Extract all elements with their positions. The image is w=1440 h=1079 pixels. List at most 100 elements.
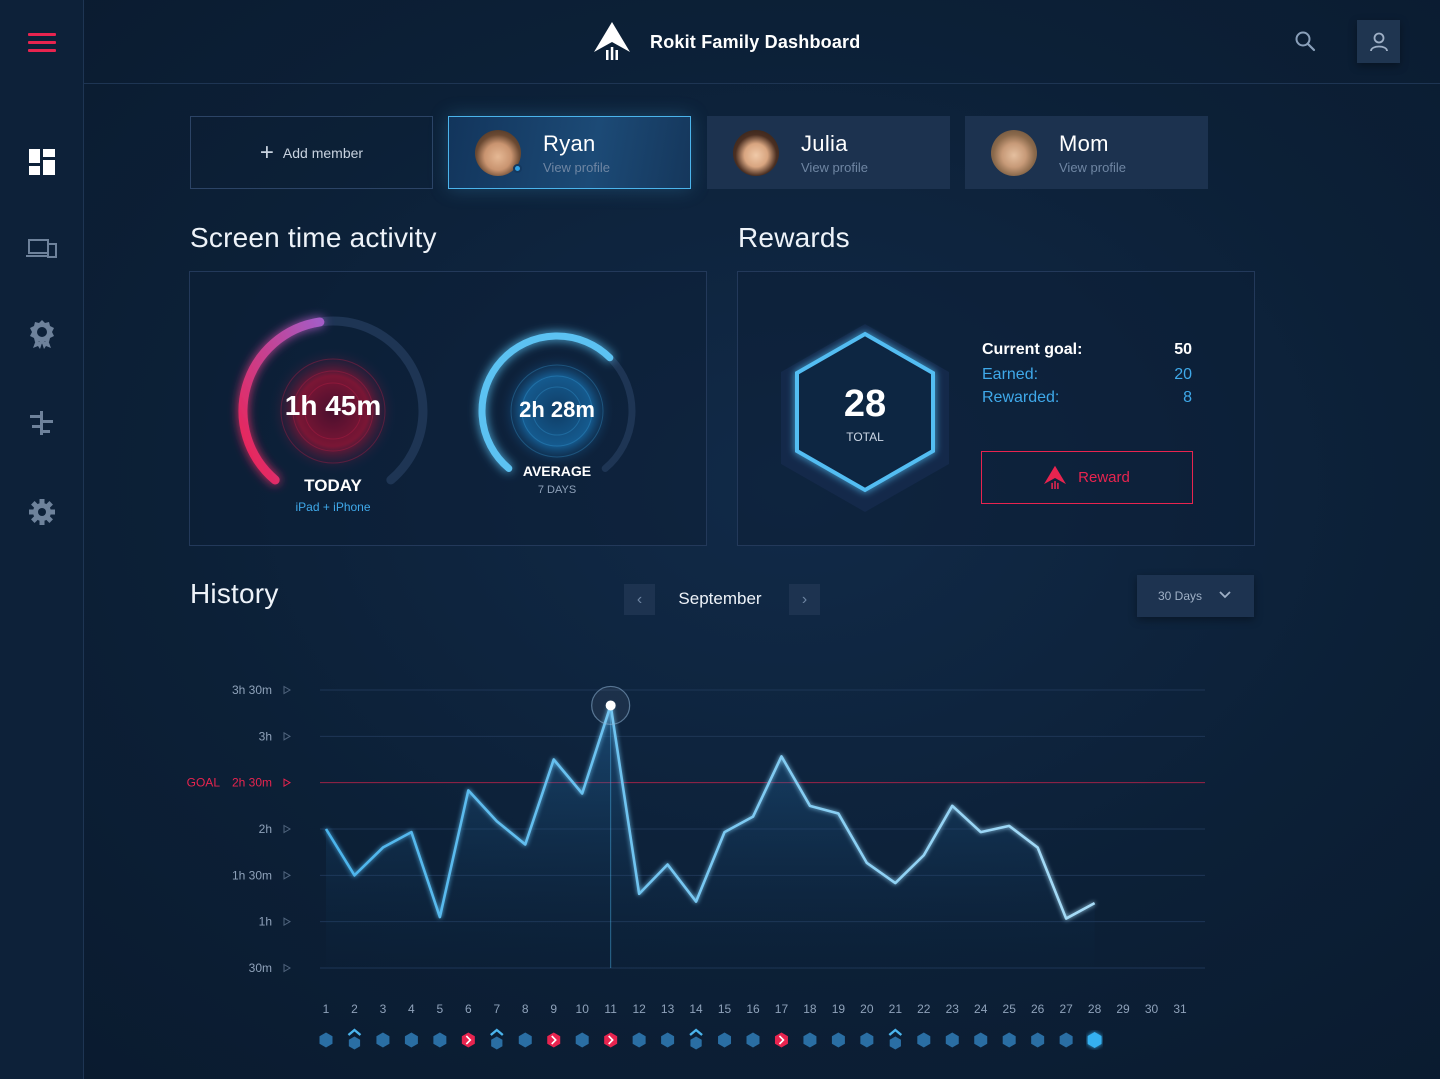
- earned-value: 20: [1174, 366, 1192, 383]
- history-area: [326, 705, 1095, 968]
- sidebar-item-rewards[interactable]: [24, 316, 60, 352]
- x-tick-label: 2: [351, 1002, 358, 1016]
- x-tick-label: 15: [718, 1002, 732, 1016]
- month-label: September: [678, 589, 762, 608]
- day-marker-hex[interactable]: [1059, 1032, 1073, 1048]
- reward-button[interactable]: Reward: [981, 451, 1193, 504]
- schedule-icon: [30, 411, 53, 435]
- rewarded-row: Rewarded: 8: [982, 389, 1192, 407]
- day-marker-today[interactable]: [1087, 1032, 1102, 1048]
- screen-time-gauges: [238, 316, 636, 485]
- average-gauge-arc: [478, 332, 614, 472]
- day-marker-hex[interactable]: [404, 1032, 418, 1048]
- view-profile-link[interactable]: View profile: [543, 159, 610, 175]
- x-tick-label: 13: [661, 1002, 675, 1016]
- day-marker-over-goal[interactable]: [547, 1032, 561, 1048]
- day-marker-hex[interactable]: [746, 1032, 760, 1048]
- highlight-point[interactable]: [605, 700, 616, 711]
- day-marker-hex[interactable]: [433, 1032, 447, 1048]
- sidebar-item-schedule[interactable]: [24, 405, 60, 441]
- warning-chevron-icon: [778, 1035, 785, 1045]
- day-marker-hex[interactable]: [945, 1032, 959, 1048]
- x-tick-label: 28: [1088, 1002, 1102, 1016]
- x-tick-label: 19: [832, 1002, 846, 1016]
- day-marker-hex[interactable]: [319, 1032, 333, 1048]
- member-card-mom[interactable]: Mom View profile: [965, 116, 1208, 189]
- x-tick-label: 4: [408, 1002, 415, 1016]
- x-tick-label: 3: [380, 1002, 387, 1016]
- warning-chevron-icon: [551, 1035, 557, 1045]
- y-tick-arrow: [283, 778, 291, 788]
- warning-chevron-icon: [465, 1035, 472, 1045]
- day-marker-reward[interactable]: [889, 1036, 901, 1050]
- member-card-ryan[interactable]: Ryan View profile: [448, 116, 691, 189]
- day-marker-hex[interactable]: [1002, 1032, 1016, 1048]
- y-tick-label: 3h: [259, 729, 272, 743]
- previous-month-button[interactable]: ‹: [624, 584, 655, 615]
- day-marker-hex[interactable]: [860, 1032, 874, 1048]
- x-tick-label: 18: [803, 1002, 817, 1016]
- chevron-right-icon: ›: [801, 590, 808, 608]
- rewards-title: Rewards: [738, 222, 850, 253]
- reward-button-label: Reward: [1078, 469, 1130, 486]
- day-marker-reward[interactable]: [348, 1036, 361, 1050]
- day-marker-hex[interactable]: [1031, 1032, 1045, 1048]
- y-tick-arrow: [283, 870, 291, 880]
- dashboard-icon: [29, 149, 55, 175]
- screen-time-title: Screen time activity: [190, 222, 437, 253]
- sidebar-item-devices[interactable]: [24, 231, 60, 267]
- day-marker-reward[interactable]: [491, 1036, 503, 1050]
- x-tick-label: 16: [746, 1002, 760, 1016]
- add-member-button[interactable]: + Add member: [190, 116, 433, 189]
- range-select[interactable]: 30 Days: [1137, 575, 1254, 617]
- sidebar-item-dashboard[interactable]: [24, 144, 60, 180]
- member-card-julia[interactable]: Julia View profile: [707, 116, 950, 189]
- day-marker-hex[interactable]: [718, 1032, 732, 1048]
- day-marker-hex[interactable]: [974, 1032, 988, 1048]
- history-line: [324, 704, 1096, 920]
- devices-icon: [26, 239, 57, 258]
- today-value: 1h 45m: [284, 390, 382, 421]
- day-marker-reward[interactable]: [690, 1036, 702, 1050]
- rewards-total-value: 28: [843, 383, 887, 425]
- day-marker-over-goal[interactable]: [604, 1032, 618, 1048]
- day-marker-over-goal[interactable]: [774, 1032, 788, 1048]
- today-gauge-glow: [269, 347, 397, 475]
- sidebar-item-settings[interactable]: [24, 494, 60, 530]
- day-marker-hex[interactable]: [803, 1032, 817, 1048]
- day-marker-hex[interactable]: [632, 1032, 646, 1048]
- day-marker-hex[interactable]: [661, 1032, 675, 1048]
- y-tick-arrow: [283, 685, 291, 695]
- user-account-button[interactable]: [1357, 20, 1400, 63]
- x-tick-label: 30: [1145, 1002, 1159, 1016]
- hamburger-menu-icon[interactable]: [28, 33, 56, 53]
- day-marker-hex[interactable]: [575, 1032, 589, 1048]
- rokit-logo-icon: [1044, 465, 1067, 489]
- user-icon: [1369, 32, 1388, 51]
- day-marker-over-goal[interactable]: [461, 1032, 475, 1048]
- day-marker-hex[interactable]: [518, 1032, 532, 1048]
- today-label: TODAY: [304, 476, 362, 495]
- view-profile-link[interactable]: View profile: [801, 159, 868, 175]
- chevron-down-icon: [1219, 591, 1231, 599]
- search-button[interactable]: [1294, 30, 1318, 54]
- rewards-hexagon: [781, 324, 949, 512]
- y-tick-label: 1h 30m: [232, 868, 272, 882]
- chevron-left-icon: ‹: [636, 590, 643, 608]
- earned-row: Earned: 20: [982, 366, 1192, 384]
- member-name: Mom: [1059, 130, 1109, 156]
- plus-icon: +: [259, 138, 274, 166]
- avatar: [475, 129, 522, 176]
- view-profile-link[interactable]: View profile: [1059, 159, 1126, 175]
- online-status-dot: [513, 163, 522, 173]
- next-month-button[interactable]: ›: [789, 584, 820, 615]
- x-tick-label: 23: [946, 1002, 960, 1016]
- x-tick-label: 27: [1059, 1002, 1073, 1016]
- rewarded-value: 8: [1183, 389, 1192, 406]
- x-tick-label: 29: [1116, 1002, 1130, 1016]
- day-marker-hex[interactable]: [831, 1032, 845, 1048]
- day-marker-hex[interactable]: [917, 1032, 931, 1048]
- day-marker-hex[interactable]: [376, 1032, 390, 1048]
- history-title: History: [190, 578, 279, 609]
